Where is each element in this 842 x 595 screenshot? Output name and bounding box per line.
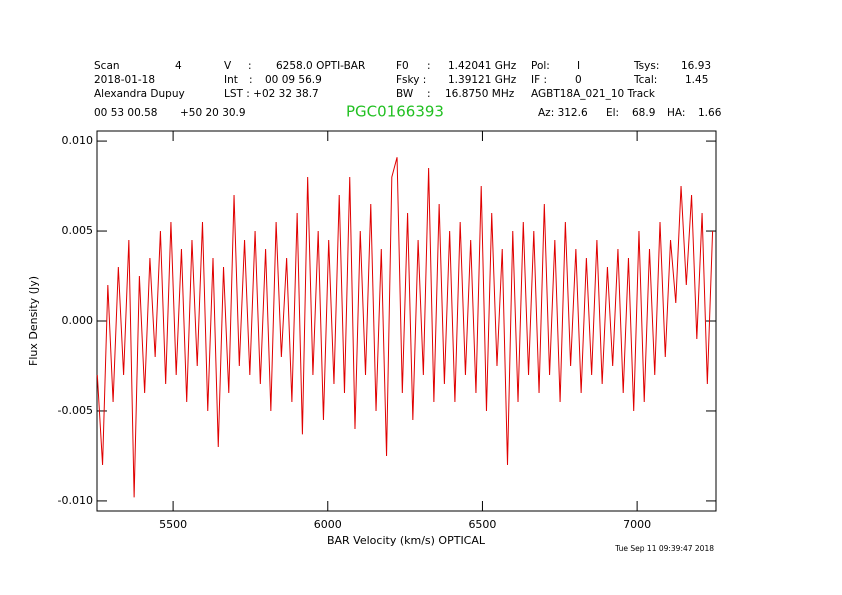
header-field: : (248, 60, 252, 72)
x-tick-label: 5500 (159, 518, 187, 531)
header-field: 00 53 00.58 (94, 107, 157, 119)
header-field: IF : (531, 74, 547, 86)
header-field: Tcal: (633, 74, 657, 86)
x-tick-label: 7000 (623, 518, 651, 531)
header-field: 1.39121 GHz (448, 74, 517, 86)
header-field: 68.9 (632, 107, 655, 119)
x-tick-label: 6500 (468, 518, 496, 531)
timestamp: Tue Sep 11 09:39:47 2018 (614, 544, 714, 553)
header-field: Fsky : (396, 74, 426, 86)
spectrum-line (96, 157, 714, 498)
header-field: LST : +02 32 38.7 (224, 88, 319, 100)
header-field: I (577, 60, 580, 72)
y-tick-label: 0.010 (62, 134, 94, 147)
header-field: V (224, 60, 232, 72)
header-field: Scan (94, 60, 120, 72)
header-field: 6258.0 OPTI-BAR (276, 60, 365, 72)
header-field: Alexandra Dupuy (94, 88, 185, 100)
y-tick-label: 0.000 (62, 314, 94, 327)
header-field: Int (224, 74, 238, 86)
header-field: +50 20 30.9 (180, 107, 246, 119)
header-field: Tsys: (633, 60, 659, 72)
y-axis-label: Flux Density (Jy) (27, 276, 40, 366)
x-tick-label: 6000 (314, 518, 342, 531)
header-field: : (427, 88, 431, 100)
header-field: 1.66 (698, 107, 722, 119)
header-field: El: (606, 107, 619, 119)
y-tick-label: -0.005 (58, 404, 93, 417)
header-field: 1.42041 GHz (448, 60, 517, 72)
header-field: 2018-01-18 (94, 74, 155, 86)
header-field: Az: 312.6 (538, 107, 588, 119)
header-field: : (249, 74, 253, 86)
y-tick-label: 0.005 (62, 224, 94, 237)
header-field: BW (396, 88, 414, 100)
header-field: : (427, 60, 431, 72)
x-axis-label: BAR Velocity (km/s) OPTICAL (327, 534, 486, 547)
header-field: 16.93 (681, 60, 711, 72)
header-field: HA: (667, 107, 685, 119)
header-field: 4 (175, 60, 182, 72)
chart-title: PGC0166393 (346, 103, 444, 121)
y-tick-label: -0.010 (58, 494, 93, 507)
header-field: F0 (396, 60, 409, 72)
header-field: 1.45 (685, 74, 708, 86)
header-field: 00 09 56.9 (265, 74, 322, 86)
header-field: AGBT18A_021_10 Track (531, 88, 656, 100)
header-field: 0 (575, 74, 582, 86)
header-field: Pol: (531, 60, 550, 72)
header-field: 16.8750 MHz (445, 88, 515, 100)
